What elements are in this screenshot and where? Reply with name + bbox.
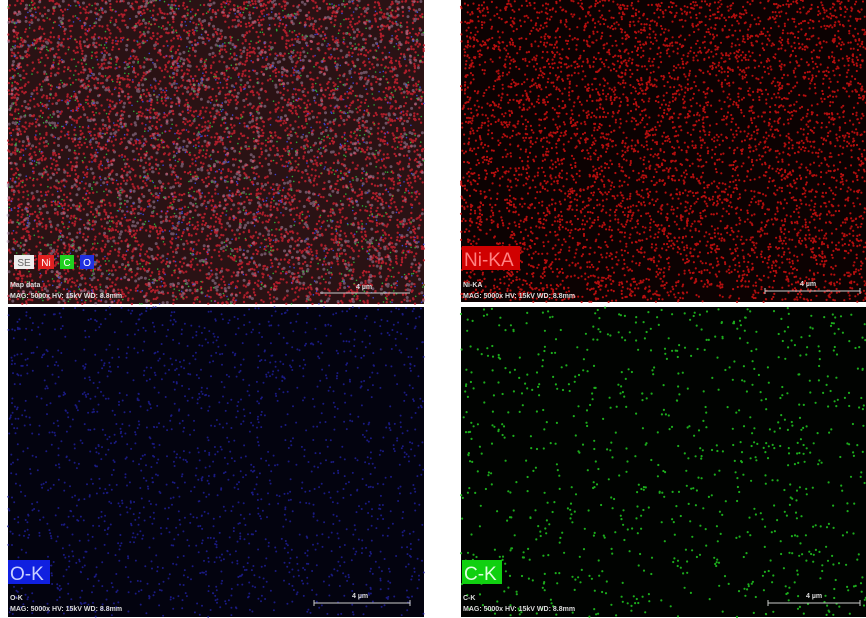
info: MAG: 5000x HV: 15kV WD: 8.8mm (10, 293, 122, 300)
scale-label: 4 µm (806, 593, 822, 600)
element-label: Ni-KA (464, 250, 514, 271)
eds-figure: SE Ni C O Map data MAG: 5000x HV: 15kV W… (0, 0, 866, 618)
element-label: C-K (464, 564, 497, 585)
caption: Ni-KA (463, 282, 482, 289)
caption: C-K (463, 595, 475, 602)
info: MAG: 5000x HV: 15kV WD: 8.8mm (463, 293, 575, 300)
element-label: O-K (10, 564, 44, 585)
caption: O-K (10, 595, 23, 602)
scale-label: 4 µm (352, 593, 368, 600)
info: MAG: 5000x HV: 15kV WD: 8.8mm (463, 606, 575, 613)
info: MAG: 5000x HV: 15kV WD: 8.8mm (10, 606, 122, 613)
legend-label: Ni (41, 258, 50, 269)
legend-label: C (63, 258, 70, 269)
caption: Map data (10, 282, 40, 289)
scale-label: 4 µm (356, 284, 372, 291)
legend-label: SE (17, 258, 31, 269)
legend-label: O (83, 258, 91, 269)
scale-label: 4 µm (800, 281, 816, 288)
